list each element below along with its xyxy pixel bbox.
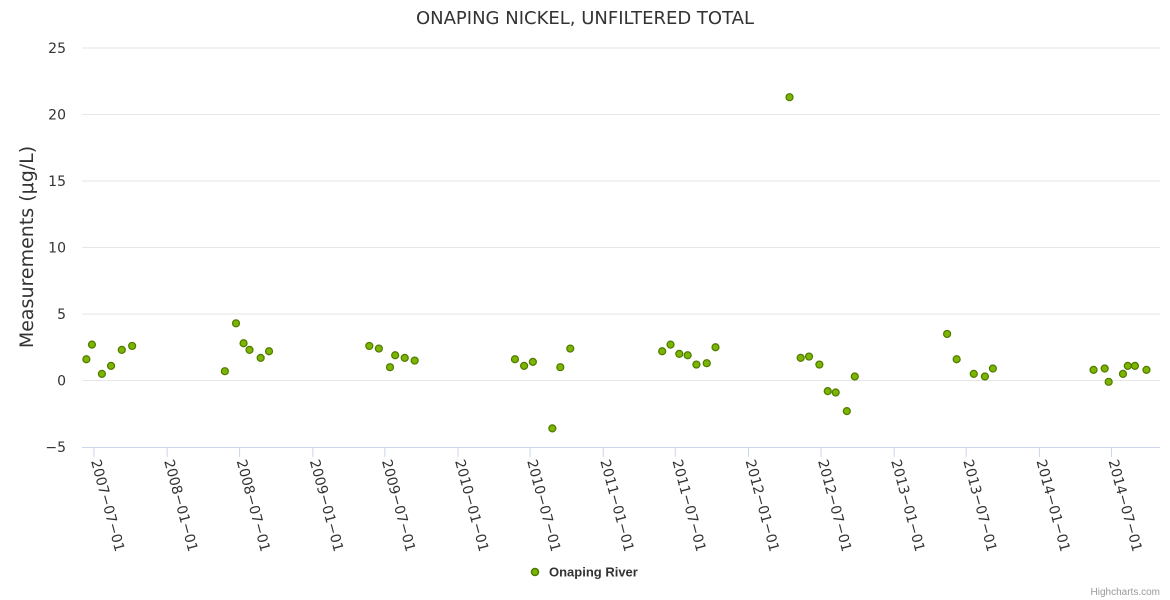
data-point[interactable] <box>692 360 701 369</box>
series-points <box>82 93 1151 433</box>
x-tick-label: 2011−01−01 <box>596 458 636 554</box>
x-tick-label: 2012−07−01 <box>814 458 854 554</box>
data-point[interactable] <box>117 345 126 355</box>
y-tick-label: 15 <box>48 174 66 190</box>
data-point[interactable] <box>1130 361 1140 370</box>
data-point[interactable] <box>87 340 97 349</box>
data-point[interactable] <box>815 360 824 369</box>
y-tick-label: 0 <box>57 374 66 390</box>
data-point[interactable] <box>391 351 400 360</box>
x-tick-label: 2014−01−01 <box>1033 458 1073 554</box>
data-point[interactable] <box>510 355 520 364</box>
y-tick-label: 20 <box>48 108 66 124</box>
data-point[interactable] <box>264 347 274 356</box>
credits[interactable]: Highcharts.com <box>1091 587 1160 598</box>
data-point[interactable] <box>952 355 961 364</box>
data-point[interactable] <box>1100 364 1109 373</box>
data-point[interactable] <box>842 406 851 416</box>
data-point[interactable] <box>385 363 395 372</box>
data-point[interactable] <box>548 424 557 433</box>
data-point[interactable] <box>1123 361 1132 370</box>
x-tick-label: 2011−07−01 <box>668 458 708 554</box>
x-tick-label: 2007−07−01 <box>87 458 127 554</box>
data-point[interactable] <box>520 361 529 370</box>
data-point[interactable] <box>988 364 997 373</box>
data-point[interactable] <box>823 387 832 396</box>
x-tick-label: 2013−01−01 <box>887 458 927 554</box>
chart-title: ONAPING NICKEL, UNFILTERED TOTAL <box>416 8 754 29</box>
data-point[interactable] <box>850 372 859 381</box>
data-point[interactable] <box>566 344 575 353</box>
data-point[interactable] <box>410 356 419 365</box>
y-axis-ticks: −5 0 5 10 15 20 25 <box>45 41 66 456</box>
x-tick-label: 2009−01−01 <box>306 458 346 554</box>
data-point[interactable] <box>675 349 684 358</box>
data-point[interactable] <box>1089 365 1098 374</box>
data-point[interactable] <box>231 319 241 328</box>
y-tick-label: −5 <box>45 440 66 456</box>
data-point[interactable] <box>804 352 814 361</box>
x-tick-label: 2009−07−01 <box>378 458 418 554</box>
data-point[interactable] <box>256 353 265 362</box>
y-axis-label: Measurements (μg/L) <box>16 146 38 348</box>
x-tick-label: 2012−01−01 <box>742 458 782 554</box>
y-tick-label: 25 <box>48 41 66 57</box>
x-tick-label: 2010−01−01 <box>451 458 491 554</box>
data-point[interactable] <box>220 367 229 376</box>
x-tick-label: 2008−07−01 <box>233 458 273 554</box>
y-tick-label: 5 <box>57 307 66 323</box>
data-point[interactable] <box>1142 365 1151 374</box>
x-tick-label: 2008−01−01 <box>160 458 200 554</box>
legend-marker <box>530 567 540 577</box>
legend-item-onaping-river[interactable]: Onaping River <box>549 565 638 580</box>
x-tick-label: 2014−07−01 <box>1105 458 1145 554</box>
data-point[interactable] <box>245 345 254 355</box>
data-point[interactable] <box>980 372 990 381</box>
data-point[interactable] <box>683 351 692 360</box>
data-point[interactable] <box>943 329 952 339</box>
data-point[interactable] <box>666 340 675 349</box>
data-point[interactable] <box>658 347 667 356</box>
data-point[interactable] <box>82 355 91 364</box>
data-point[interactable] <box>711 343 720 352</box>
data-point[interactable] <box>1104 377 1113 386</box>
data-point[interactable] <box>400 353 409 362</box>
data-point[interactable] <box>1118 369 1128 378</box>
data-point[interactable] <box>796 353 805 362</box>
legend[interactable]: Onaping River <box>530 565 638 580</box>
data-point[interactable] <box>702 359 711 368</box>
data-point[interactable] <box>556 363 565 372</box>
data-point[interactable] <box>239 339 248 348</box>
x-tick-label: 2010−07−01 <box>523 458 563 554</box>
gridlines <box>82 47 1160 381</box>
data-point[interactable] <box>785 93 794 102</box>
x-axis-ticks: 2007−07−01 2008−01−01 2008−07−01 2009−01−01… <box>87 447 1145 554</box>
x-tick-label: 2013−07−01 <box>959 458 999 554</box>
y-tick-label: 10 <box>48 241 66 257</box>
data-point[interactable] <box>969 369 978 378</box>
data-point[interactable] <box>528 357 537 366</box>
data-point[interactable] <box>374 344 383 353</box>
data-point[interactable] <box>106 361 116 370</box>
data-point[interactable] <box>128 341 137 351</box>
data-point[interactable] <box>365 341 374 351</box>
data-point[interactable] <box>97 369 106 378</box>
data-point[interactable] <box>831 388 840 397</box>
